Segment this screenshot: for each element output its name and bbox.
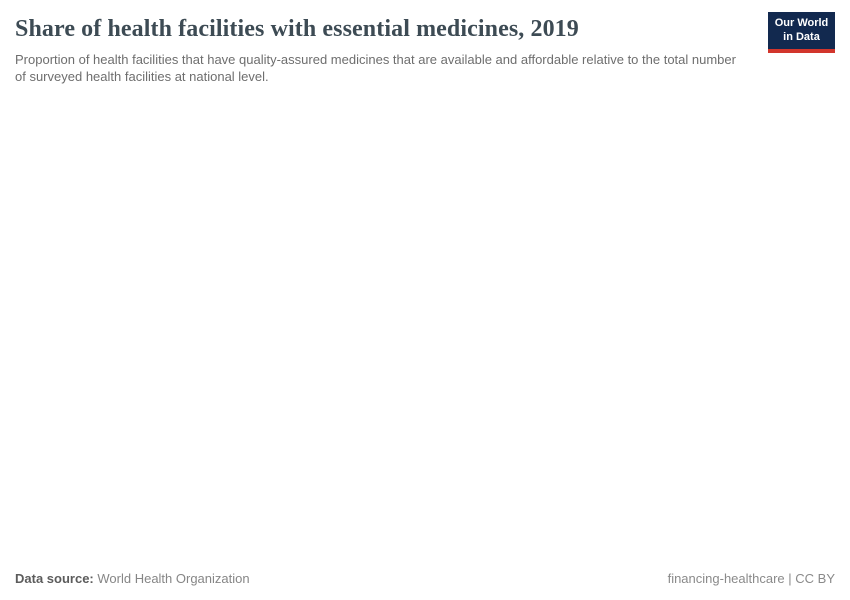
data-source-value: World Health Organization <box>97 571 250 586</box>
chart-subtitle: Proportion of health facilities that hav… <box>15 51 736 85</box>
owid-logo[interactable]: Our World in Data <box>768 12 835 53</box>
license-link[interactable]: financing-healthcare | CC BY <box>667 571 835 586</box>
data-source-label: Data source: <box>15 571 94 586</box>
chart-footer: Data source: World Health Organization f… <box>15 571 835 586</box>
chart-plot-area-empty <box>15 105 835 555</box>
chart-header: Share of health facilities with essentia… <box>15 12 835 86</box>
owid-logo-text-line2: in Data <box>783 30 820 43</box>
data-source: Data source: World Health Organization <box>15 571 250 586</box>
owid-logo-text-line1: Our World <box>774 17 829 29</box>
chart-title: Share of health facilities with essentia… <box>15 16 579 42</box>
